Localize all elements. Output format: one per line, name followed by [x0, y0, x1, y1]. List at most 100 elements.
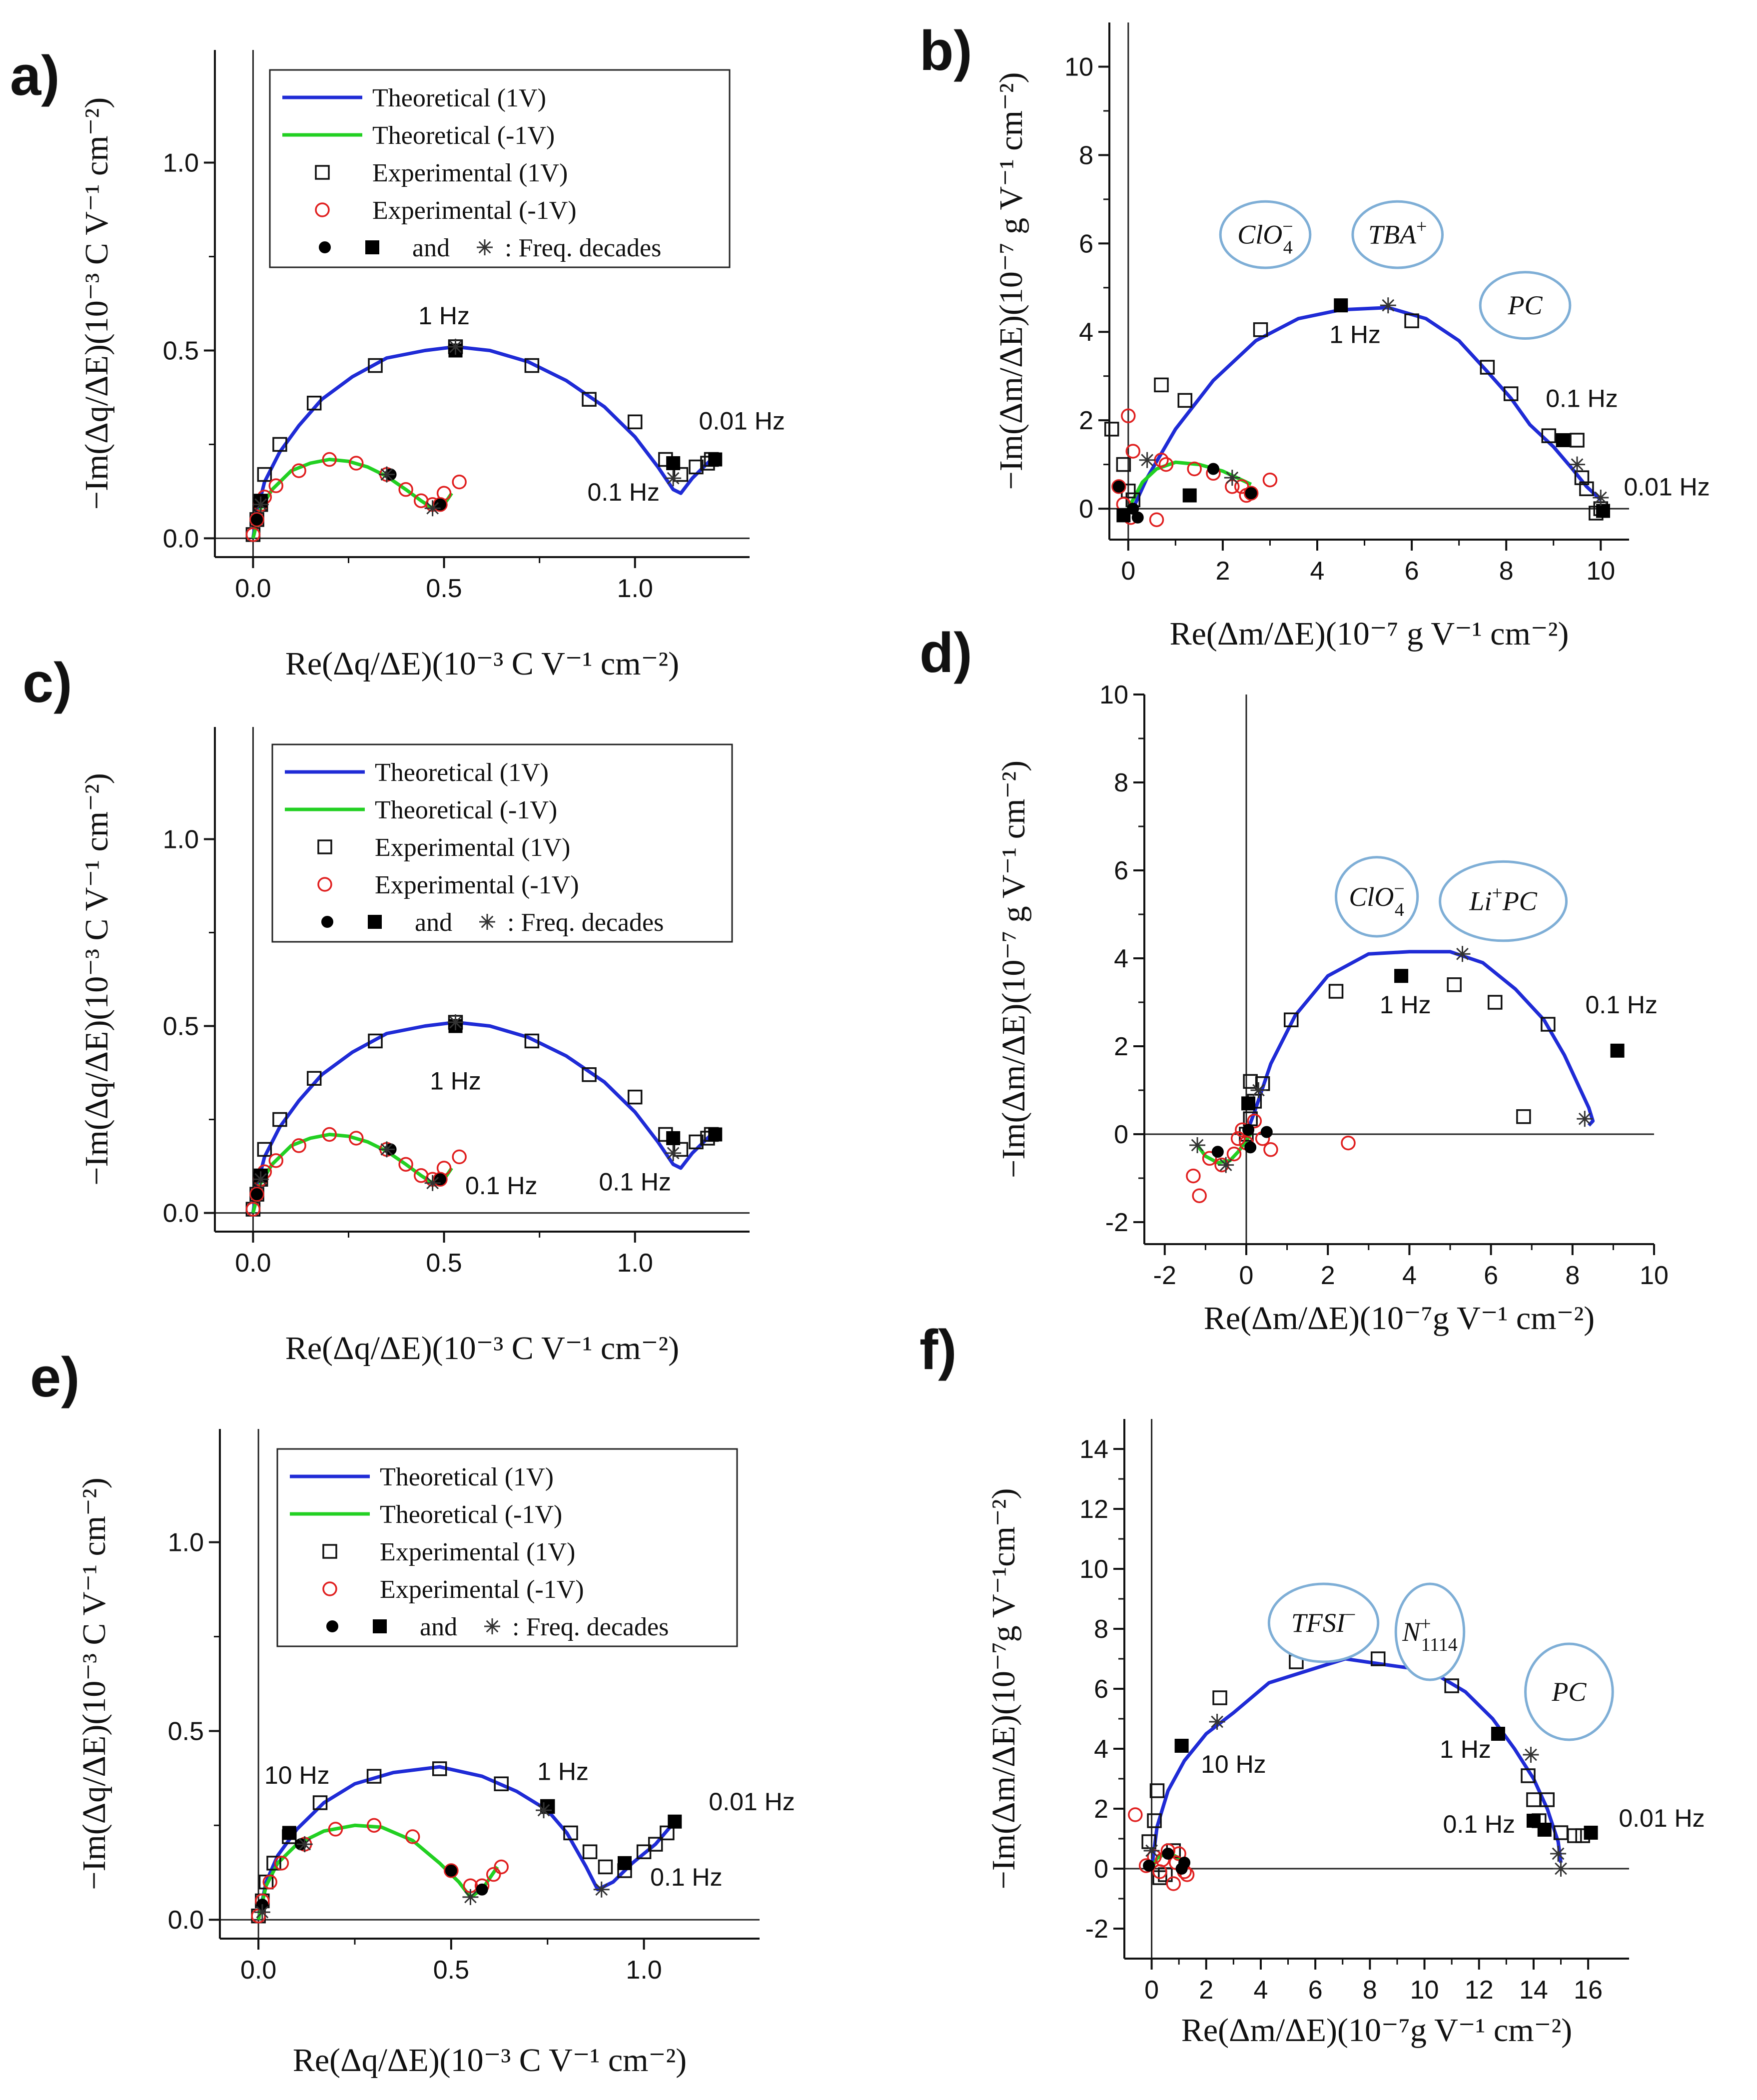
series-theoretical-1v-: [251, 1133, 453, 1214]
asterisk-stroke: [426, 1177, 439, 1190]
data-point: [258, 1874, 274, 1890]
asterisk-stroke: [478, 241, 491, 254]
data-point: [1211, 1146, 1224, 1158]
data-point: [328, 1822, 343, 1837]
data-point: [262, 1874, 278, 1890]
bubble-label: TBA+: [1368, 216, 1427, 250]
y-axis-label: −Im(Δm/ΔE)(10⁻⁷g V⁻¹cm⁻²): [985, 1488, 1022, 1889]
panel-b: b) 0 2 4 6 8 10 0 2 4 6 8 10 Re(Δm/ΔE)(10⁻⁷ g V⁻¹ cm⁻…: [919, 19, 1710, 652]
y-tick-label: 14: [1079, 1435, 1108, 1464]
data-point: [1577, 1111, 1593, 1127]
data-point: [1537, 1823, 1552, 1837]
data-point: [322, 452, 337, 467]
asterisk-stroke: [486, 1620, 499, 1633]
legend-label: Theoretical (-1V): [372, 121, 555, 150]
data-point: [1503, 386, 1519, 401]
data-point: [462, 1889, 479, 1905]
series-line: [1150, 1657, 1563, 1869]
data-point: [1556, 433, 1570, 447]
data-point: [1245, 487, 1257, 500]
panel-label-c: c): [22, 652, 72, 714]
frequency-annotation: 0.1 Hz: [465, 1172, 538, 1200]
data-point: [405, 1829, 420, 1844]
data-point: [1328, 984, 1344, 999]
legend-label: Theoretical (-1V): [380, 1500, 562, 1529]
panel-label-b: b): [919, 19, 972, 82]
frequency-annotation: 0.1 Hz: [599, 1168, 671, 1196]
y-tick-label: -2: [1085, 1915, 1108, 1944]
frequency-annotation: 0.1 Hz: [1443, 1810, 1515, 1838]
x-tick-label: 4: [1310, 557, 1325, 586]
x-tick-label: 0.0: [240, 1956, 276, 1985]
x-axis-label: Re(Δq/ΔE)(10⁻³ C V⁻¹ cm⁻²): [293, 2042, 687, 2079]
series-freq-decades-theory-: [252, 338, 682, 517]
data-point: [1570, 433, 1585, 448]
data-point: [582, 1067, 597, 1082]
data-point: [1131, 511, 1144, 524]
legend-label: Theoretical (1V): [372, 84, 546, 112]
data-point: [349, 456, 364, 471]
data-point: [432, 1761, 447, 1776]
data-point: [486, 1867, 501, 1882]
legend-marker-swatch: [319, 241, 331, 253]
data-point: [618, 1856, 632, 1870]
data-point: [249, 1187, 264, 1202]
asterisk-stroke: [1141, 454, 1154, 467]
x-tick-label: 8: [1565, 1261, 1580, 1290]
data-point: [524, 358, 540, 373]
series-experimental-1v-: [245, 1127, 467, 1217]
legend-label: : Freq. decades: [507, 908, 664, 937]
data-point: [306, 395, 322, 411]
legend-marker-swatch: [484, 1618, 500, 1634]
data-point: [1284, 1012, 1299, 1027]
legend-label: Experimental (-1V): [372, 196, 577, 225]
frequency-annotation: 1 Hz: [537, 1758, 589, 1786]
data-point: [1521, 1768, 1536, 1783]
x-tick-label: 6: [1484, 1261, 1498, 1290]
data-point: [1334, 298, 1348, 313]
data-point: [447, 338, 464, 355]
y-tick-label: 1.0: [168, 1528, 204, 1557]
x-tick-label: 4: [1402, 1261, 1417, 1290]
ion-bubble: ClO− 4: [1335, 856, 1419, 938]
bubble-label: Li+PC: [1469, 883, 1537, 916]
data-point: [444, 1863, 459, 1878]
x-tick-label: 16: [1574, 1976, 1603, 2005]
asterisk-stroke: [537, 1804, 550, 1817]
data-point: [434, 1173, 446, 1186]
data-point: [1158, 457, 1174, 472]
panel-label-a: a): [10, 44, 60, 107]
legend-label: Experimental (1V): [372, 159, 568, 187]
data-point: [1579, 481, 1594, 497]
series-theoretical-1v-: [251, 1020, 713, 1214]
data-point: [1454, 946, 1471, 962]
data-point: [436, 486, 452, 501]
x-tick-label: 0.0: [235, 1249, 271, 1278]
data-point: [1263, 1142, 1278, 1157]
data-point: [666, 1131, 681, 1145]
panel-label-f: f): [919, 1319, 957, 1381]
legend-marker-swatch: [322, 1544, 337, 1559]
x-tick-label: 8: [1499, 557, 1514, 586]
legend: Theoretical (1V) Theoretical (-1V) Experim…: [271, 743, 733, 943]
ion-bubble: ClO− 4: [1219, 200, 1312, 269]
asterisk-stroke: [254, 498, 267, 511]
x-tick-label: 0: [1239, 1261, 1254, 1290]
frequency-annotation: 0.1 Hz: [1585, 991, 1658, 1019]
y-tick-label: 4: [1094, 1735, 1108, 1764]
data-point: [349, 1131, 364, 1146]
y-tick-label: 10: [1079, 1555, 1108, 1584]
series-freq-decades-1v-: [1211, 1124, 1273, 1158]
y-tick-label: 1.0: [163, 149, 199, 178]
legend-marker-swatch: [317, 877, 332, 892]
legend-marker-swatch: [322, 1581, 337, 1596]
data-point: [1526, 1792, 1541, 1807]
x-tick-label: 2: [1321, 1261, 1335, 1290]
ion-bubble: PC: [1479, 271, 1572, 340]
legend-label: : Freq. decades: [512, 1613, 669, 1641]
frequency-annotation: 0.1 Hz: [1546, 385, 1618, 413]
data-point: [452, 474, 467, 490]
series-theoretical-1v-: [251, 458, 453, 539]
data-point: [1202, 1151, 1217, 1166]
